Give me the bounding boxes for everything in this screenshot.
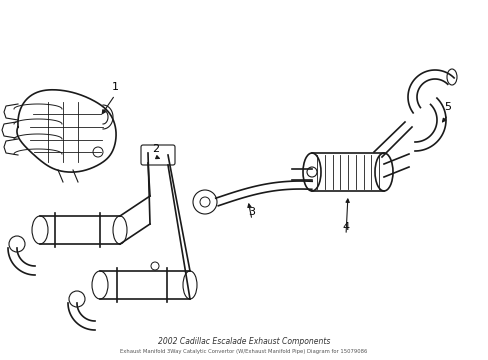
Text: 4: 4 xyxy=(342,222,349,232)
Text: 3: 3 xyxy=(248,207,255,217)
Text: 2002 Cadillac Escalade Exhaust Components: 2002 Cadillac Escalade Exhaust Component… xyxy=(158,338,329,346)
Text: 1: 1 xyxy=(111,82,118,92)
Text: 2: 2 xyxy=(152,144,159,154)
Text: Exhaust Manifold 3Way Catalytic Convertor (W/Exhaust Manifold Pipe) Diagram for : Exhaust Manifold 3Way Catalytic Converto… xyxy=(120,350,367,355)
Text: 5: 5 xyxy=(444,102,450,112)
